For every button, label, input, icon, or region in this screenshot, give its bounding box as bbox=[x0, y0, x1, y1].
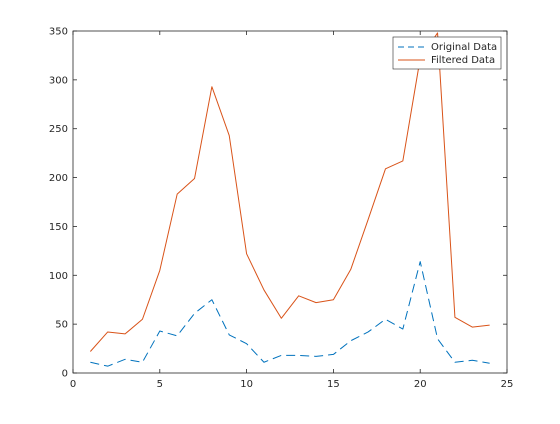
x-tick-label: 0 bbox=[70, 379, 76, 390]
x-tick-label: 20 bbox=[414, 379, 427, 390]
plot-area bbox=[73, 31, 507, 373]
x-tick-label: 15 bbox=[327, 379, 340, 390]
y-tick-label: 50 bbox=[55, 320, 68, 331]
series-line-original-data bbox=[90, 261, 490, 367]
y-tick-label: 100 bbox=[49, 271, 68, 282]
y-tick-label: 300 bbox=[49, 75, 68, 86]
legend-label-filtered-data: Filtered Data bbox=[431, 55, 495, 66]
y-tick-label: 0 bbox=[62, 369, 68, 380]
legend: Original Data Filtered Data bbox=[392, 36, 502, 70]
x-tick-label: 10 bbox=[240, 379, 253, 390]
x-tick-label: 25 bbox=[501, 379, 514, 390]
y-tick-label: 250 bbox=[49, 124, 68, 135]
y-tick-label: 350 bbox=[49, 27, 68, 38]
y-tick-label: 200 bbox=[49, 173, 68, 184]
x-tick-label: 5 bbox=[157, 379, 163, 390]
legend-box bbox=[392, 36, 502, 70]
y-tick-label: 150 bbox=[49, 222, 68, 233]
plot-frame bbox=[72, 30, 508, 374]
legend-label-original-data: Original Data bbox=[431, 42, 497, 53]
